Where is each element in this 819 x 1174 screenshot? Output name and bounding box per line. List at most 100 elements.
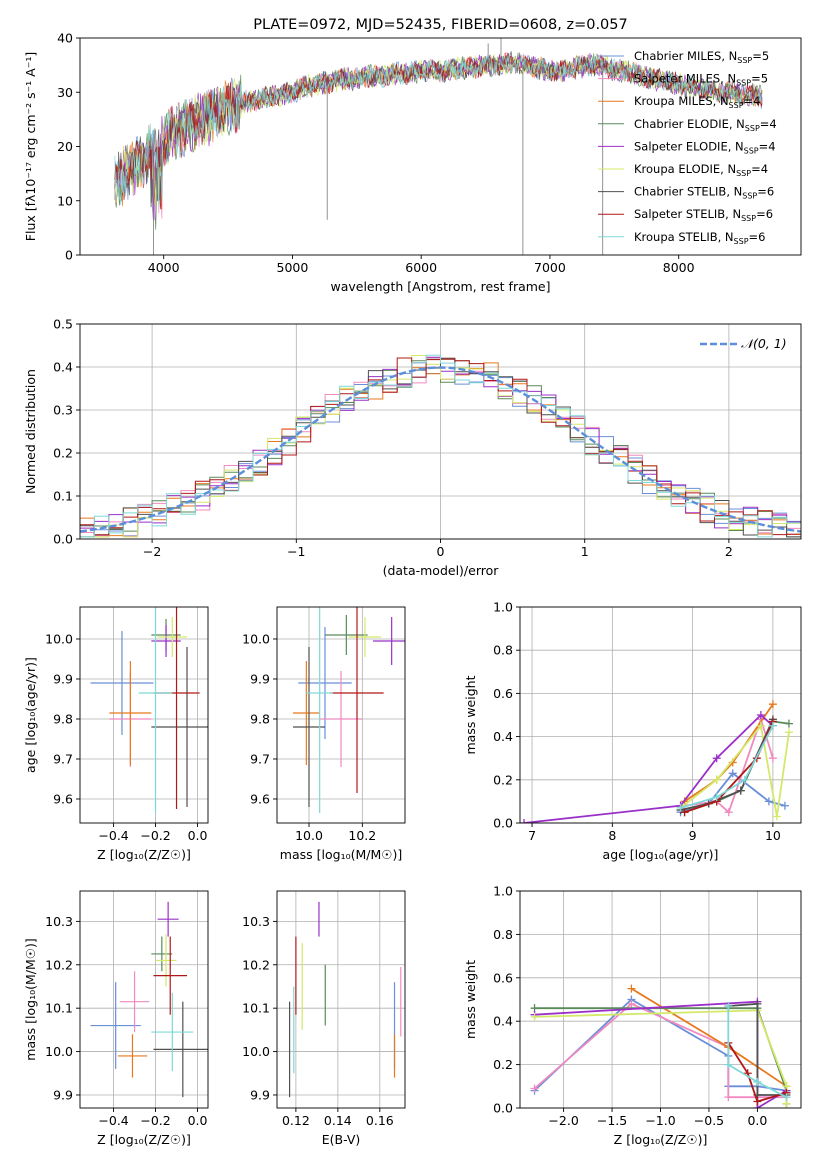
y-tick-label: 0.8 xyxy=(493,643,513,658)
series-marker-salpeter_miles xyxy=(530,1084,539,1093)
legend-entry-normal: 𝒩(0, 1) xyxy=(741,336,787,351)
legend-suffix: =5 xyxy=(751,72,768,86)
plot-area xyxy=(530,984,791,1108)
axes-frame xyxy=(519,606,802,824)
series-marker-kroupa_elodie xyxy=(784,728,793,737)
series-marker-salpeter_miles xyxy=(627,999,636,1008)
legend-sub: SSP xyxy=(745,124,760,133)
series-marker-kroupa_elodie xyxy=(756,721,765,730)
legend-suffix: =4 xyxy=(759,139,776,153)
y-tick-label: 0.4 xyxy=(493,1014,513,1029)
x-tick-label: 0.0 xyxy=(747,1113,767,1128)
x-tick-label: 10.2 xyxy=(348,828,376,843)
y-tick-label: 10.0 xyxy=(45,1044,73,1059)
chart-mass_weight_vs_Z: −2.0 −1.5 −1.0 −0.5 0.0 0.0 0.2 0.4 0.6 0.8 1.0 Z [… xyxy=(463,884,802,1147)
x-tick-label: 7 xyxy=(528,828,536,843)
x-tick-label: 4000 xyxy=(148,260,180,275)
x-axis-label: Z [log₁₀(Z/Z☉)] xyxy=(614,1132,708,1147)
spectrum-line-kroupa_stelib xyxy=(114,53,763,207)
y-tick-label: 9.9 xyxy=(53,1087,73,1102)
series-line-salpeter_miles xyxy=(533,1002,787,1099)
y-tick-label: 0 xyxy=(65,248,73,263)
series-marker-chabrier_miles xyxy=(780,801,789,810)
legend-sub: SSP xyxy=(729,101,744,110)
x-tick-label: 10.0 xyxy=(295,828,323,843)
y-tick-label: 10.2 xyxy=(242,957,270,972)
legend-suffix: =6 xyxy=(757,185,774,199)
spectrum-line-salpeter_stelib xyxy=(114,52,763,210)
x-axis-label: E(B-V) xyxy=(322,1132,361,1147)
legend-entry-chabrier_miles: Chabrier MILES, NSSP=5 xyxy=(634,49,769,65)
chart-residuals: −2 −1 0 1 2 0.0 0.1 0.2 0.3 0.4 0.5 (data-model)/er… xyxy=(23,317,802,578)
chart-spectrum: 4000 5000 6000 7000 8000 0 10 20 30 40 wavelength … xyxy=(23,17,802,294)
histogram-kroupa_elodie xyxy=(80,355,801,538)
chart-age_vs_Z: −0.4 −0.2 0.0 9.6 9.7 9.8 9.9 10.0 Z [log₁₀(Z/Z☉… xyxy=(23,606,209,862)
y-tick-label: 10.0 xyxy=(242,632,270,647)
y-tick-label: 10.2 xyxy=(45,957,73,972)
legend-label: Kroupa MILES, N xyxy=(634,94,729,108)
x-axis-label: age [log₁₀(age/yr)] xyxy=(603,847,719,862)
x-tick-label: 7000 xyxy=(534,260,566,275)
series-marker-salpeter_miles xyxy=(724,1093,733,1102)
y-axis-label: Flux [fλ10⁻¹⁷ erg cm⁻² s⁻¹ A⁻¹] xyxy=(23,52,38,241)
legend-label: Chabrier STELIB, N xyxy=(634,185,742,199)
legend-label: Salpeter STELIB, N xyxy=(634,207,741,221)
series-marker-chabrier_stelib xyxy=(753,999,762,1008)
x-tick-label: −2.0 xyxy=(548,1113,578,1128)
series-marker-chabrier_stelib xyxy=(736,786,745,795)
legend-entry-kroupa_elodie: Kroupa ELODIE, NSSP=4 xyxy=(634,162,768,178)
x-tick-label: −2 xyxy=(143,544,161,559)
series-marker-kroupa_stelib xyxy=(676,803,685,812)
series-marker-salpeter_miles xyxy=(768,754,777,763)
x-axis-label: Z [log₁₀(Z/Z☉)] xyxy=(97,847,191,862)
plot-area xyxy=(114,38,763,255)
x-tick-label: −0.4 xyxy=(98,828,128,843)
axes-frame xyxy=(276,890,406,1109)
y-tick-label: 9.9 xyxy=(250,672,270,687)
y-tick-label: 9.7 xyxy=(250,752,270,767)
plot-area xyxy=(288,901,402,1098)
y-tick-label: 0.6 xyxy=(493,970,513,985)
y-tick-label: 10.1 xyxy=(242,1001,270,1016)
legend-entry-kroupa_stelib: Kroupa STELIB, NSSP=6 xyxy=(634,230,765,246)
y-tick-label: 0.4 xyxy=(493,729,513,744)
x-tick-label: 2 xyxy=(725,544,733,559)
legend-sub: SSP xyxy=(736,169,751,178)
axes-frame xyxy=(79,606,209,824)
series-marker-salpeter_elodie xyxy=(712,754,721,763)
axes-frame xyxy=(79,890,209,1109)
series-marker-chabrier_elodie xyxy=(784,719,793,728)
y-tick-label: 9.8 xyxy=(250,712,270,727)
x-axis-label: Z [log₁₀(Z/Z☉)] xyxy=(97,1132,191,1147)
x-axis-label: mass [log₁₀(M/M☉)] xyxy=(280,847,402,862)
plot-area xyxy=(293,607,405,813)
y-tick-label: 0.5 xyxy=(53,317,73,332)
y-axis-label: mass weight xyxy=(463,960,478,1039)
series-line-salpeter_stelib xyxy=(727,1042,787,1103)
x-tick-label: 9 xyxy=(689,828,697,843)
series-marker-kroupa_stelib xyxy=(740,775,749,784)
legend-entry-chabrier_elodie: Chabrier ELODIE, NSSP=4 xyxy=(634,117,777,133)
series-marker-kroupa_stelib xyxy=(724,1060,733,1069)
series-marker-chabrier_miles xyxy=(728,769,737,778)
y-tick-label: 9.8 xyxy=(53,712,73,727)
legend-entry-salpeter_miles: Salpeter MILES, NSSP=5 xyxy=(634,72,768,88)
plot-area xyxy=(90,607,208,813)
x-axis-label: (data-model)/error xyxy=(383,563,500,578)
chart-mass_vs_ebv: 0.12 0.14 0.16 9.9 10.0 10.1 10.2 10.3 E(B-V) xyxy=(242,890,406,1147)
chart-age_vs_mass: 10.0 10.2 9.6 9.7 9.8 9.9 10.0 mass [log₁₀(M/M☉… xyxy=(242,606,406,862)
series-line-kroupa_stelib xyxy=(727,1006,787,1098)
legend-suffix: =5 xyxy=(752,49,769,63)
legend-label: Salpeter MILES, N xyxy=(634,72,736,86)
y-tick-label: 9.6 xyxy=(250,792,270,807)
x-tick-label: 8 xyxy=(608,828,616,843)
series-marker-kroupa_stelib xyxy=(712,793,721,802)
x-tick-label: 0 xyxy=(437,544,445,559)
legend-label: Salpeter ELODIE, N xyxy=(634,139,744,153)
legend-suffix: =4 xyxy=(760,117,777,131)
y-tick-label: 30 xyxy=(57,85,73,100)
chart-title: PLATE=0972, MJD=52435, FIBERID=0608, z=0… xyxy=(253,17,627,33)
axes-frame xyxy=(276,606,406,824)
